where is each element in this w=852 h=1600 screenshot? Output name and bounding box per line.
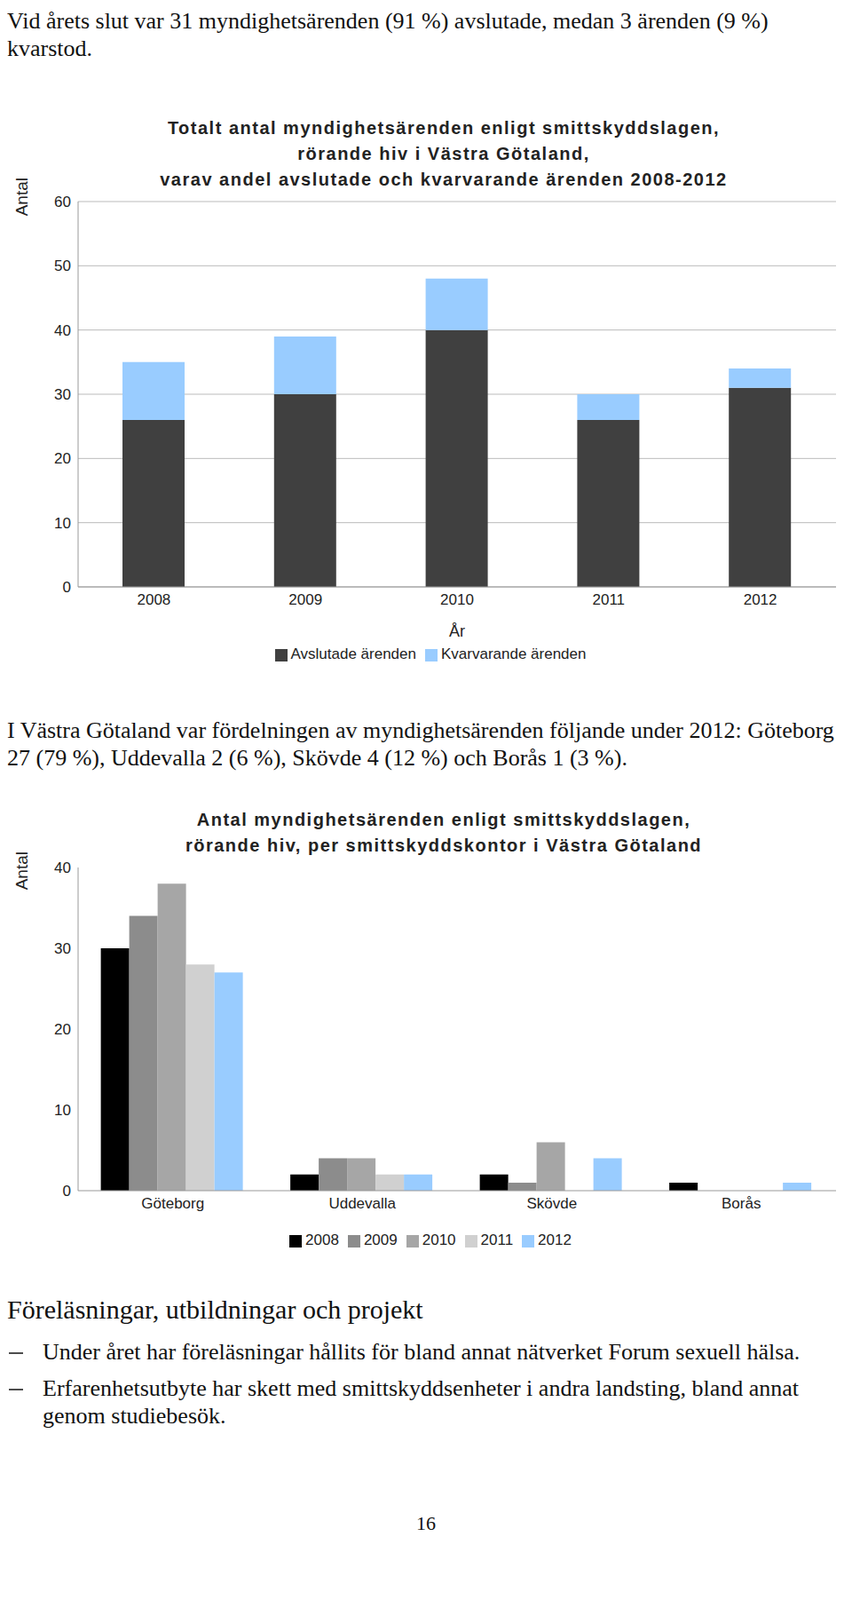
html-text:Under året har föreläsningar h: Under året har föreläsningar hållits för… [42,1338,800,1365]
html-text:Totalt antal myndighetsärenden: Totalt antal myndighetsärenden enligt sm… [160,118,728,190]
svg-text:2010: 2010 [440,591,474,608]
svg-text:Borås: Borås [721,1194,761,1212]
svg-text:2012: 2012 [743,591,778,608]
html-text:Antal: Antal [12,851,32,890]
html-text:2010: 2010 [422,1230,456,1248]
svg-text:10: 10 [54,514,71,532]
svg-text:30: 30 [54,939,71,957]
html-text:Antal myndighetsärenden enligt: Antal myndighetsärenden enligt smittskyd… [185,809,703,855]
svg-text:0: 0 [63,1182,71,1200]
html-text:Kvarvarande ärenden: Kvarvarande ärenden [441,645,587,663]
html-text:2011: 2011 [480,1230,514,1248]
html-text:Vid årets slut var 31 myndighe: Vid årets slut var 31 myndighetsärenden … [7,7,769,62]
svg-text:40: 40 [54,859,71,876]
svg-text:20: 20 [54,1020,71,1038]
svg-text:30: 30 [54,386,71,403]
svg-text:År: År [449,622,466,640]
svg-text:2008: 2008 [136,591,171,608]
svg-text:60: 60 [54,193,71,211]
svg-text:20: 20 [54,449,71,467]
svg-text:2011: 2011 [592,591,626,608]
svg-text:40: 40 [54,322,71,340]
html-text:Antal: Antal [12,177,32,216]
html-text:2012: 2012 [537,1230,572,1248]
svg-text:50: 50 [54,257,71,275]
html-text:16: 16 [416,1511,436,1534]
html-text:Avslutade ärenden: Avslutade ärenden [290,645,417,663]
html-text:I Västra Götaland var fördelni: I Västra Götaland var fördelningen av my… [7,717,835,771]
html-text:Erfarenhetsutbyte har skett me: Erfarenhetsutbyte har skett med smittsky… [42,1374,799,1428]
svg-text:2009: 2009 [288,591,323,608]
svg-text:Uddevalla: Uddevalla [328,1194,396,1212]
html-text:Föreläsningar, utbildningar oc: Föreläsningar, utbildningar och projekt [7,1293,424,1324]
svg-text:Skövde: Skövde [526,1194,577,1212]
svg-text:Göteborg: Göteborg [141,1194,205,1212]
svg-text:10: 10 [54,1101,71,1119]
html-text:2008: 2008 [305,1230,339,1248]
html-text:2009: 2009 [363,1230,398,1248]
svg-text:0: 0 [63,578,71,596]
